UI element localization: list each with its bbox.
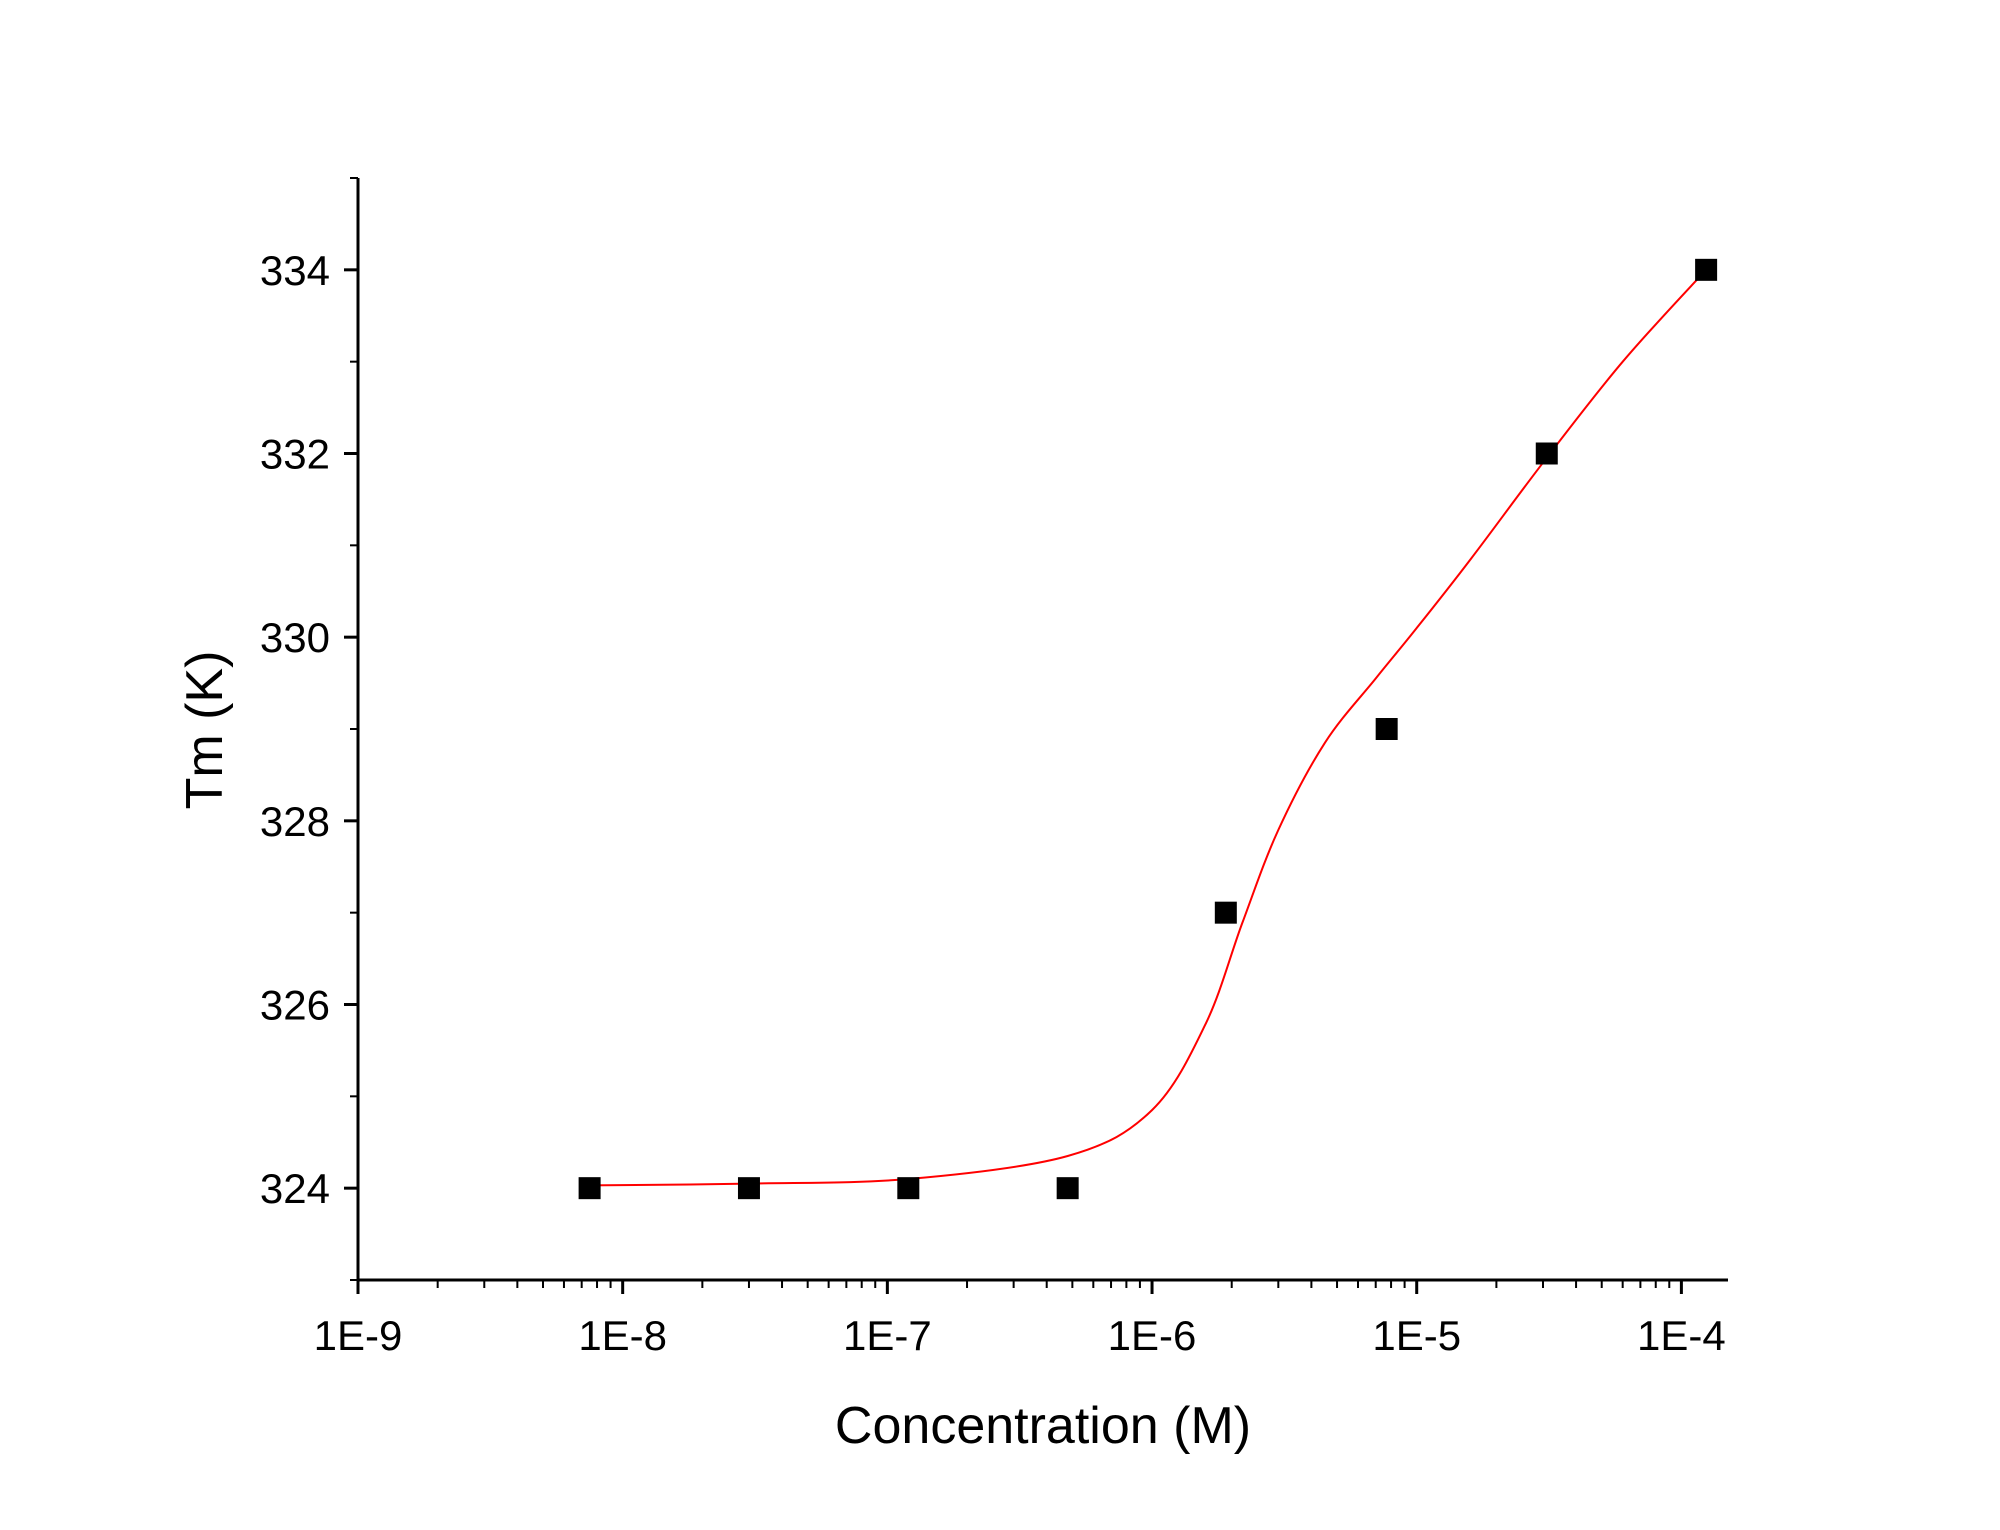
x-tick-label: 1E-9 bbox=[314, 1312, 403, 1359]
x-axis-title: Concentration (M) bbox=[835, 1397, 1251, 1455]
data-point bbox=[1056, 1177, 1079, 1200]
y-tick-label: 330 bbox=[260, 614, 330, 661]
y-tick-label: 326 bbox=[260, 982, 330, 1029]
y-tick-label: 324 bbox=[260, 1165, 330, 1212]
x-tick-label: 1E-4 bbox=[1637, 1312, 1726, 1359]
data-point bbox=[1214, 901, 1237, 924]
data-point bbox=[737, 1177, 760, 1200]
x-tick-label: 1E-7 bbox=[843, 1312, 932, 1359]
y-tick-label: 332 bbox=[260, 431, 330, 478]
data-point bbox=[897, 1177, 920, 1200]
x-tick-label: 1E-6 bbox=[1108, 1312, 1197, 1359]
data-point bbox=[578, 1177, 601, 1200]
y-tick-label: 334 bbox=[260, 247, 330, 294]
tick-labels: 1E-9 1E-8 1E-7 1E-6 1E-5 1E-4 324 326 328 330 332 3… bbox=[260, 247, 1726, 1359]
data-point bbox=[1535, 442, 1558, 465]
data-point bbox=[1695, 258, 1718, 281]
data-points bbox=[578, 258, 1718, 1200]
x-tick-label: 1E-5 bbox=[1372, 1312, 1461, 1359]
ticks bbox=[344, 177, 1683, 1294]
x-tick-label: 1E-8 bbox=[578, 1312, 667, 1359]
data-point bbox=[1375, 718, 1398, 740]
y-tick-label: 328 bbox=[260, 798, 330, 845]
y-axis-title: Tm (K) bbox=[176, 651, 234, 810]
